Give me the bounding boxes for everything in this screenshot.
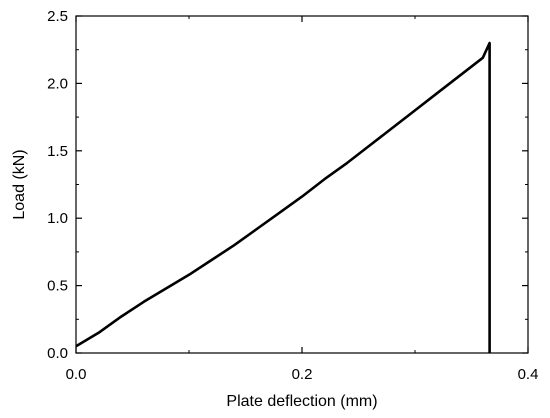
y-axis-label: Load (kN) xyxy=(11,149,28,219)
x-axis-label: Plate deflection (mm) xyxy=(226,393,377,410)
series-layer xyxy=(75,41,491,353)
y-tick-label: 1.0 xyxy=(47,210,68,227)
y-tick-label: 2.5 xyxy=(47,8,68,25)
y-tick-label: 1.5 xyxy=(47,143,68,160)
x-tick-label: 0.0 xyxy=(66,366,87,383)
y-tick-label: 0.0 xyxy=(47,345,68,362)
y-tick-label: 0.5 xyxy=(47,278,68,295)
y-tick-label: 2.0 xyxy=(47,75,68,92)
x-tick-label: 0.4 xyxy=(518,366,539,383)
load-curve-line xyxy=(75,41,491,353)
x-tick-label: 0.2 xyxy=(292,366,313,383)
y-axis-ticks: 0.0 0.5 1.0 1.5 2.0 2.5 xyxy=(47,8,528,362)
plot-frame xyxy=(75,15,529,354)
